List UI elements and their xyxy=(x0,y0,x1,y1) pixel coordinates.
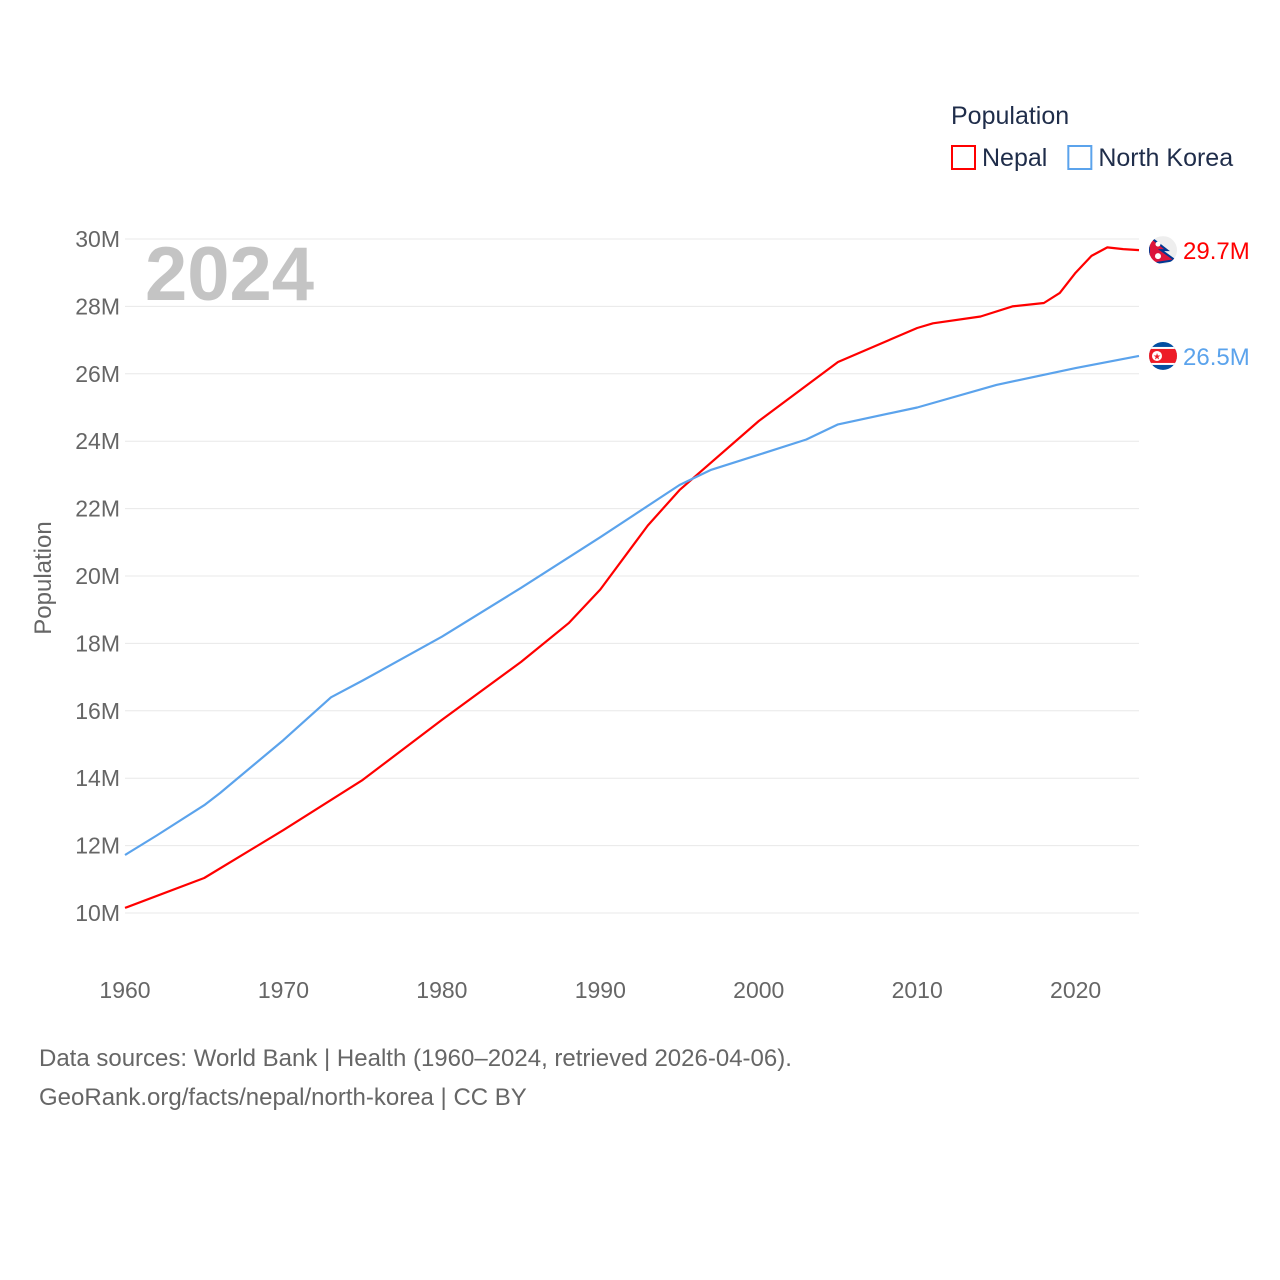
end-value-label: 29.7M xyxy=(1183,238,1250,265)
legend-label: Nepal xyxy=(982,144,1047,172)
y-tick-label: 10M xyxy=(75,900,120,926)
x-tick-label: 2020 xyxy=(1050,977,1101,1003)
attribution-link[interactable]: GeoRank.org/facts/nepal/north-korea | CC… xyxy=(39,1084,527,1111)
year-label: 2024 xyxy=(145,232,314,317)
y-tick-label: 22M xyxy=(75,496,120,522)
nepal-flag-icon xyxy=(1149,236,1177,265)
y-tick-label: 20M xyxy=(75,563,120,589)
legend-title: Population xyxy=(951,102,1069,130)
x-tick-label: 1960 xyxy=(99,977,150,1003)
y-tick-label: 26M xyxy=(75,361,120,387)
y-tick-label: 30M xyxy=(75,226,120,252)
y-tick-label: 12M xyxy=(75,833,120,859)
y-tick-label: 28M xyxy=(75,293,120,319)
y-tick-label: 18M xyxy=(75,630,120,656)
x-tick-label: 1990 xyxy=(575,977,626,1003)
y-axis-label: Population xyxy=(30,521,57,634)
legend-swatch xyxy=(951,145,976,170)
x-tick-label: 1980 xyxy=(416,977,467,1003)
legend-label: North Korea xyxy=(1098,144,1233,172)
y-tick-label: 24M xyxy=(75,428,120,454)
series-line-north-korea xyxy=(124,354,1140,856)
svg-text:★: ★ xyxy=(1153,351,1161,361)
x-tick-label: 1970 xyxy=(258,977,309,1003)
series-line-nepal xyxy=(124,246,1140,909)
north-korea-flag-icon: ★ xyxy=(1149,341,1177,370)
x-tick-label: 2010 xyxy=(892,977,943,1003)
x-tick-label: 2000 xyxy=(733,977,784,1003)
end-value-label: 26.5M xyxy=(1183,344,1250,371)
data-source-text: Data sources: World Bank | Health (1960–… xyxy=(39,1045,792,1072)
y-tick-label: 14M xyxy=(75,765,120,791)
y-tick-label: 16M xyxy=(75,698,120,724)
legend-swatch xyxy=(1067,145,1093,170)
